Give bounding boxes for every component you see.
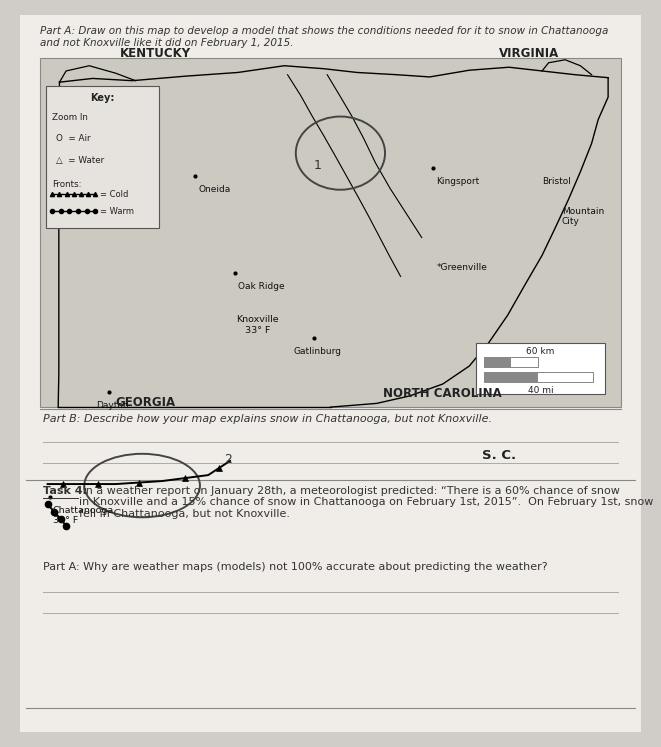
Text: Part A: Why are weather maps (models) not 100% accurate about predicting the wea: Part A: Why are weather maps (models) no… [43,562,547,571]
Bar [476,343,605,394]
Text: Part B: Describe how your map explains snow in Chattanooga, but not Knoxville.: Part B: Describe how your map explains s… [43,414,492,424]
Bar [484,357,511,367]
Text: Mountain
City: Mountain City [562,207,604,226]
Text: Fronts:: Fronts: [52,180,82,189]
Text: = Warm: = Warm [100,207,134,216]
Bar [484,357,538,367]
Text: Knoxville
33° F: Knoxville 33° F [237,315,279,335]
Text: Oak Ridge: Oak Ridge [238,282,285,291]
Text: = Cold: = Cold [100,190,128,199]
Bar [46,86,159,228]
Text: Gatlinburg: Gatlinburg [293,347,341,356]
Text: Oneida: Oneida [198,185,231,193]
Text: KENTUCKY: KENTUCKY [120,47,191,61]
Text: 60 km: 60 km [526,347,555,356]
Bar [40,58,621,407]
Text: Part A: Draw on this map to develop a model that shows the conditions needed for: Part A: Draw on this map to develop a mo… [40,26,608,48]
Text: *Greenville: *Greenville [436,263,487,272]
Text: 40 mi: 40 mi [527,386,553,395]
Text: VIRGINIA: VIRGINIA [498,47,559,61]
Text: 1: 1 [313,159,321,173]
Text: NORTH CAROLINA: NORTH CAROLINA [383,387,502,400]
Text: O  = Air: O = Air [56,134,91,143]
Text: Key:: Key: [91,93,114,103]
Bar [484,372,538,382]
Text: Kingsport: Kingsport [436,177,479,186]
Text: GEORGIA: GEORGIA [116,396,175,409]
Text: Dayton: Dayton [96,401,129,410]
Text: Chattanooga
30° F: Chattanooga 30° F [53,506,114,525]
Text: In a weather report on January 28th, a meteorologist predicted: “There is a 60% : In a weather report on January 28th, a m… [79,486,653,518]
Text: S. C.: S. C. [482,449,516,462]
Text: △  = Water: △ = Water [56,156,104,165]
Text: Task 4:: Task 4: [43,486,87,495]
Text: Zoom In: Zoom In [52,113,88,122]
Bar [484,372,593,382]
Text: Bristol: Bristol [542,177,571,186]
Text: 2: 2 [224,453,232,466]
